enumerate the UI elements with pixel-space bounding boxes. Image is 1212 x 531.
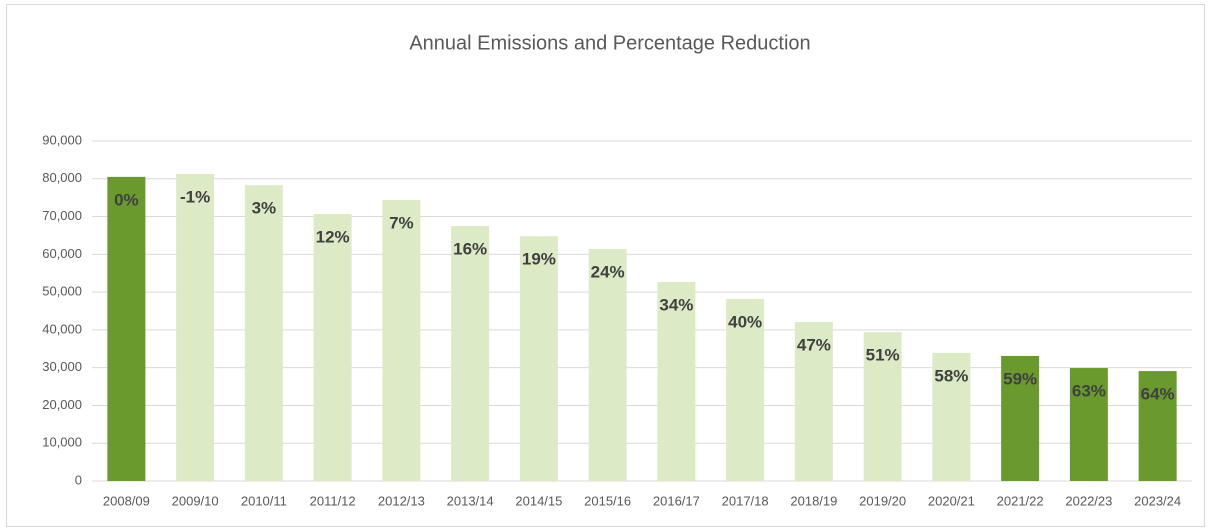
bar — [176, 173, 215, 481]
x-tick-label: 2012/13 — [378, 493, 425, 508]
x-tick-label: 2016/17 — [653, 493, 700, 508]
x-tick-label: 2010/11 — [241, 493, 287, 508]
x-tick-label: 2019/20 — [859, 493, 906, 508]
data-label: 0% — [114, 190, 139, 209]
data-label: 7% — [389, 213, 414, 232]
data-label: 19% — [522, 250, 556, 269]
y-tick-label: 30,000 — [42, 359, 82, 374]
data-label: -1% — [180, 187, 210, 206]
chart-title: Annual Emissions and Percentage Reductio… — [409, 32, 810, 54]
bar — [313, 213, 352, 481]
data-label: 59% — [1003, 369, 1037, 388]
y-tick-label: 90,000 — [42, 132, 82, 147]
data-label: 58% — [934, 366, 968, 385]
data-label: 63% — [1072, 382, 1106, 401]
y-tick-label: 0 — [75, 472, 82, 487]
y-tick-label: 40,000 — [42, 321, 82, 336]
data-label: 47% — [797, 335, 831, 354]
data-label: 51% — [866, 346, 900, 365]
x-tick-label: 2008/09 — [103, 493, 150, 508]
bar — [1138, 371, 1177, 481]
y-tick-label: 20,000 — [42, 397, 82, 412]
bar — [519, 236, 558, 481]
x-tick-label: 2014/15 — [515, 493, 562, 508]
bar — [1069, 368, 1108, 481]
bar — [244, 185, 283, 481]
x-tick-label: 2011/12 — [310, 493, 356, 508]
y-tick-label: 50,000 — [42, 284, 82, 299]
bar — [726, 298, 765, 481]
y-tick-label: 10,000 — [42, 435, 82, 450]
x-tick-label: 2015/16 — [584, 493, 631, 508]
x-tick-label: 2022/23 — [1065, 493, 1112, 508]
x-tick-label: 2020/21 — [928, 493, 975, 508]
bar — [863, 332, 902, 481]
y-tick-label: 80,000 — [42, 170, 82, 185]
data-label: 40% — [728, 312, 762, 331]
bar — [932, 352, 971, 481]
bar — [657, 281, 696, 481]
bar — [107, 176, 146, 481]
y-tick-label: 70,000 — [42, 208, 82, 223]
x-tick-label: 2017/18 — [722, 493, 769, 508]
bar — [1001, 355, 1040, 481]
bar — [451, 226, 490, 481]
x-tick-label: 2018/19 — [790, 493, 837, 508]
data-label: 24% — [591, 263, 625, 282]
x-tick-label: 2023/24 — [1134, 493, 1181, 508]
data-label: 64% — [1141, 385, 1175, 404]
x-tick-label: 2013/14 — [447, 493, 494, 508]
data-label: 16% — [453, 239, 487, 258]
data-label: 34% — [659, 295, 693, 314]
bar — [588, 249, 627, 481]
bar — [382, 199, 421, 481]
data-label: 12% — [316, 227, 350, 246]
bar — [794, 321, 833, 481]
y-tick-label: 60,000 — [42, 246, 82, 261]
x-tick-label: 2009/10 — [172, 493, 219, 508]
x-tick-label: 2021/22 — [997, 493, 1044, 508]
data-label: 3% — [252, 199, 277, 218]
